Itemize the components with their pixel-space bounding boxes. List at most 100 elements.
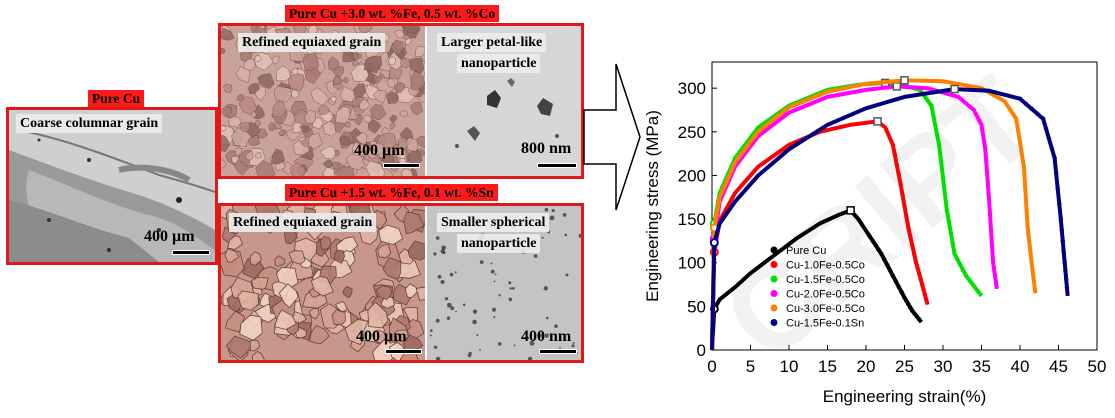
pure-cu-scale-label: 400 µm bbox=[144, 228, 195, 245]
data-point bbox=[973, 111, 978, 116]
y-axis-title: Engineering stress (MPa) bbox=[643, 110, 662, 302]
data-point bbox=[913, 260, 919, 265]
top-left-scale-bar bbox=[383, 163, 420, 168]
data-point bbox=[971, 108, 976, 113]
series-line-5 bbox=[710, 87, 1070, 351]
bottom-group-panel: Refined equiaxed grain 400 µm Smaller sp… bbox=[218, 203, 584, 363]
peak-marker bbox=[892, 82, 902, 91]
data-point bbox=[1049, 145, 1054, 151]
x-tick-label: 0 bbox=[707, 357, 716, 376]
data-point bbox=[936, 142, 942, 148]
data-point bbox=[1043, 126, 1049, 131]
x-tick-label: 25 bbox=[895, 357, 914, 376]
x-tick-label: 45 bbox=[1049, 357, 1068, 376]
data-point bbox=[876, 247, 881, 252]
peak-marker bbox=[950, 84, 959, 94]
top-right-scale-bar bbox=[537, 163, 577, 168]
legend-label: Cu-1.5Fe-0.5Co bbox=[786, 274, 865, 286]
data-point bbox=[984, 160, 989, 165]
data-point bbox=[971, 283, 976, 289]
data-point bbox=[1064, 277, 1069, 282]
yield-marker bbox=[709, 238, 719, 248]
data-point bbox=[1032, 283, 1037, 288]
data-point bbox=[982, 141, 987, 146]
data-point bbox=[1060, 238, 1065, 244]
data-point bbox=[1022, 179, 1028, 185]
data-point bbox=[1058, 216, 1064, 222]
data-point bbox=[979, 123, 984, 128]
y-tick-label: 250 bbox=[678, 123, 706, 142]
data-point bbox=[967, 278, 973, 284]
data-point bbox=[1063, 268, 1068, 274]
legend-marker bbox=[770, 304, 778, 312]
data-point bbox=[1052, 155, 1057, 161]
y-tick-label: 0 bbox=[697, 341, 706, 360]
data-point bbox=[961, 268, 966, 273]
data-point bbox=[892, 152, 898, 157]
x-tick-label: 10 bbox=[780, 357, 799, 376]
data-point bbox=[906, 225, 911, 231]
data-point bbox=[931, 113, 936, 118]
x-tick-label: 35 bbox=[972, 357, 991, 376]
data-point bbox=[1027, 243, 1032, 248]
data-point bbox=[887, 268, 893, 273]
data-point bbox=[950, 240, 955, 246]
data-point bbox=[1046, 136, 1052, 141]
peak-marker bbox=[846, 206, 855, 215]
data-point bbox=[916, 317, 922, 322]
arrow-icon bbox=[583, 63, 641, 211]
data-point bbox=[873, 243, 878, 248]
data-point bbox=[991, 267, 997, 272]
data-point bbox=[981, 135, 986, 140]
data-point bbox=[1035, 111, 1040, 116]
top-right-scale-label: 800 nm bbox=[521, 140, 572, 157]
data-point bbox=[987, 215, 993, 220]
data-point bbox=[989, 245, 995, 250]
top-right-caption-1: Larger petal-like bbox=[437, 33, 547, 52]
legend-label: Cu-3.0Fe-0.5Co bbox=[786, 303, 865, 315]
y-tick-label: 200 bbox=[678, 166, 706, 185]
data-point bbox=[896, 172, 901, 177]
data-point bbox=[915, 265, 920, 271]
bottom-left-caption: Refined equiaxed grain bbox=[229, 213, 377, 232]
pure-cu-caption: Coarse columnar grain bbox=[16, 114, 163, 133]
data-point bbox=[1029, 106, 1034, 111]
data-point bbox=[906, 301, 911, 307]
y-tick-label: 150 bbox=[678, 210, 706, 229]
data-point bbox=[1057, 201, 1062, 207]
data-point bbox=[983, 147, 988, 152]
data-point bbox=[1013, 116, 1019, 121]
data-point bbox=[908, 305, 913, 310]
data-point bbox=[920, 282, 925, 287]
data-point bbox=[1055, 186, 1060, 191]
data-point bbox=[1023, 101, 1028, 106]
top-group-title: Pure Cu +3.0 wt. %Fe, 0.5 wt. %Co bbox=[285, 5, 500, 22]
bottom-right-caption-1: Smaller spherical bbox=[437, 213, 550, 232]
data-point bbox=[882, 257, 887, 262]
data-point bbox=[977, 119, 982, 124]
bottom-left-scale-label: 400 µm bbox=[356, 328, 407, 345]
data-point bbox=[1017, 96, 1023, 101]
data-point bbox=[933, 123, 938, 128]
data-point bbox=[958, 262, 963, 268]
data-point bbox=[990, 260, 996, 265]
x-tick-label: 30 bbox=[934, 357, 953, 376]
data-point bbox=[985, 173, 990, 178]
data-point bbox=[921, 287, 926, 292]
stress-strain-chart: 0 5 10 15 20 25 30 35 40 45 50 0 50 100 150 200 250 300 En… bbox=[643, 61, 1106, 406]
data-point bbox=[867, 234, 873, 239]
legend-marker bbox=[770, 275, 778, 283]
data-point bbox=[1061, 249, 1066, 255]
data-point bbox=[975, 115, 980, 120]
data-point bbox=[879, 251, 884, 257]
x-tick-label: 15 bbox=[818, 357, 837, 376]
pure-cu-scale-bar bbox=[172, 250, 210, 255]
data-point bbox=[1005, 103, 1010, 108]
data-point bbox=[987, 199, 992, 204]
data-point bbox=[929, 103, 934, 108]
legend-marker bbox=[770, 319, 778, 326]
data-point bbox=[910, 243, 915, 248]
data-point bbox=[948, 229, 953, 235]
bottom-right-scale-label: 400 nm bbox=[521, 328, 572, 345]
data-point bbox=[924, 297, 929, 302]
